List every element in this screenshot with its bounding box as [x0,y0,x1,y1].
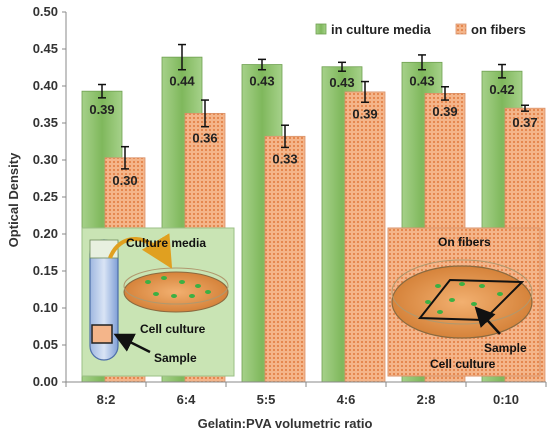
y-tick-label: 0.20 [33,226,58,241]
fiber-cell-dots [425,282,503,314]
x-tick-label: 0:10 [493,392,519,407]
y-axis: 0.00 0.05 0.10 0.15 0.20 0.25 0.30 0.35 0.40 0.45… [33,4,67,389]
data-label: 0.39 [89,102,114,117]
legend-label-in-culture-media: in culture media [331,22,431,37]
y-tick-label: 0.25 [33,189,58,204]
legend-swatch-in-culture-media [315,23,327,35]
inset-label-sample-right: Sample [484,341,527,355]
culture-media-inset: Culture media Cell culture Sample [81,227,235,377]
data-label: 0.30 [112,173,137,188]
legend: in culture media on fibers [315,22,526,37]
sample-pointer-arrow-icon [113,333,151,354]
petri-dish-large-icon [391,265,533,339]
y-axis-title: Optical Density [6,152,21,247]
y-tick-label: 0.15 [33,263,58,278]
transfer-arrow-icon [108,233,173,269]
inset-label-culture-media: Culture media [126,236,206,250]
inset-label-sample: Sample [154,351,197,365]
petri-dish-large-rim [391,259,533,325]
y-tick-label: 0.50 [33,4,58,19]
y-tick-label: 0.45 [33,41,58,56]
data-label: 0.37 [512,115,537,130]
legend-swatch-on-fibers [455,23,467,35]
x-tick-label: 5:5 [257,392,276,407]
data-label: 0.36 [192,131,217,146]
petri-dish-icon [123,271,229,313]
data-label: 0.42 [489,82,514,97]
data-label: 0.39 [432,104,457,119]
sample-box [91,324,113,344]
data-label: 0.44 [169,74,195,89]
legend-label-on-fibers: on fibers [471,22,526,37]
data-label: 0.43 [329,75,354,90]
bar-on-fibers [344,91,386,383]
y-tick-label: 0.40 [33,78,58,93]
data-label: 0.33 [272,151,297,166]
x-tick-label: 2:8 [417,392,436,407]
on-fibers-inset: On fibers Sample Cell culture [387,227,541,377]
petri-dish-rim [123,267,229,305]
x-tick-label: 8:2 [97,392,116,407]
x-tick-label: 4:6 [337,392,356,407]
inset-label-cell-culture-right: Cell culture [430,357,496,371]
data-label: 0.43 [249,74,274,89]
y-tick-label: 0.10 [33,300,58,315]
x-axis: 8:2 6:4 5:5 4:6 2:8 0:10 [65,381,547,407]
x-tick-label: 6:4 [177,392,197,407]
fiber-sample-pointer-arrow-icon [474,306,501,335]
y-tick-label: 0.05 [33,337,58,352]
inset-label-cell-culture: Cell culture [140,322,206,336]
bar-on-fibers [264,135,306,383]
y-tick-label: 0.30 [33,152,58,167]
y-tick-label: 0.35 [33,115,58,130]
y-tick-label: 0.00 [33,374,58,389]
data-label: 0.39 [352,106,377,121]
cell-dots [145,276,211,298]
inset-label-on-fibers: On fibers [438,235,491,249]
data-label: 0.43 [409,74,434,89]
x-axis-title: Gelatin:PVA volumetric ratio [198,416,373,431]
